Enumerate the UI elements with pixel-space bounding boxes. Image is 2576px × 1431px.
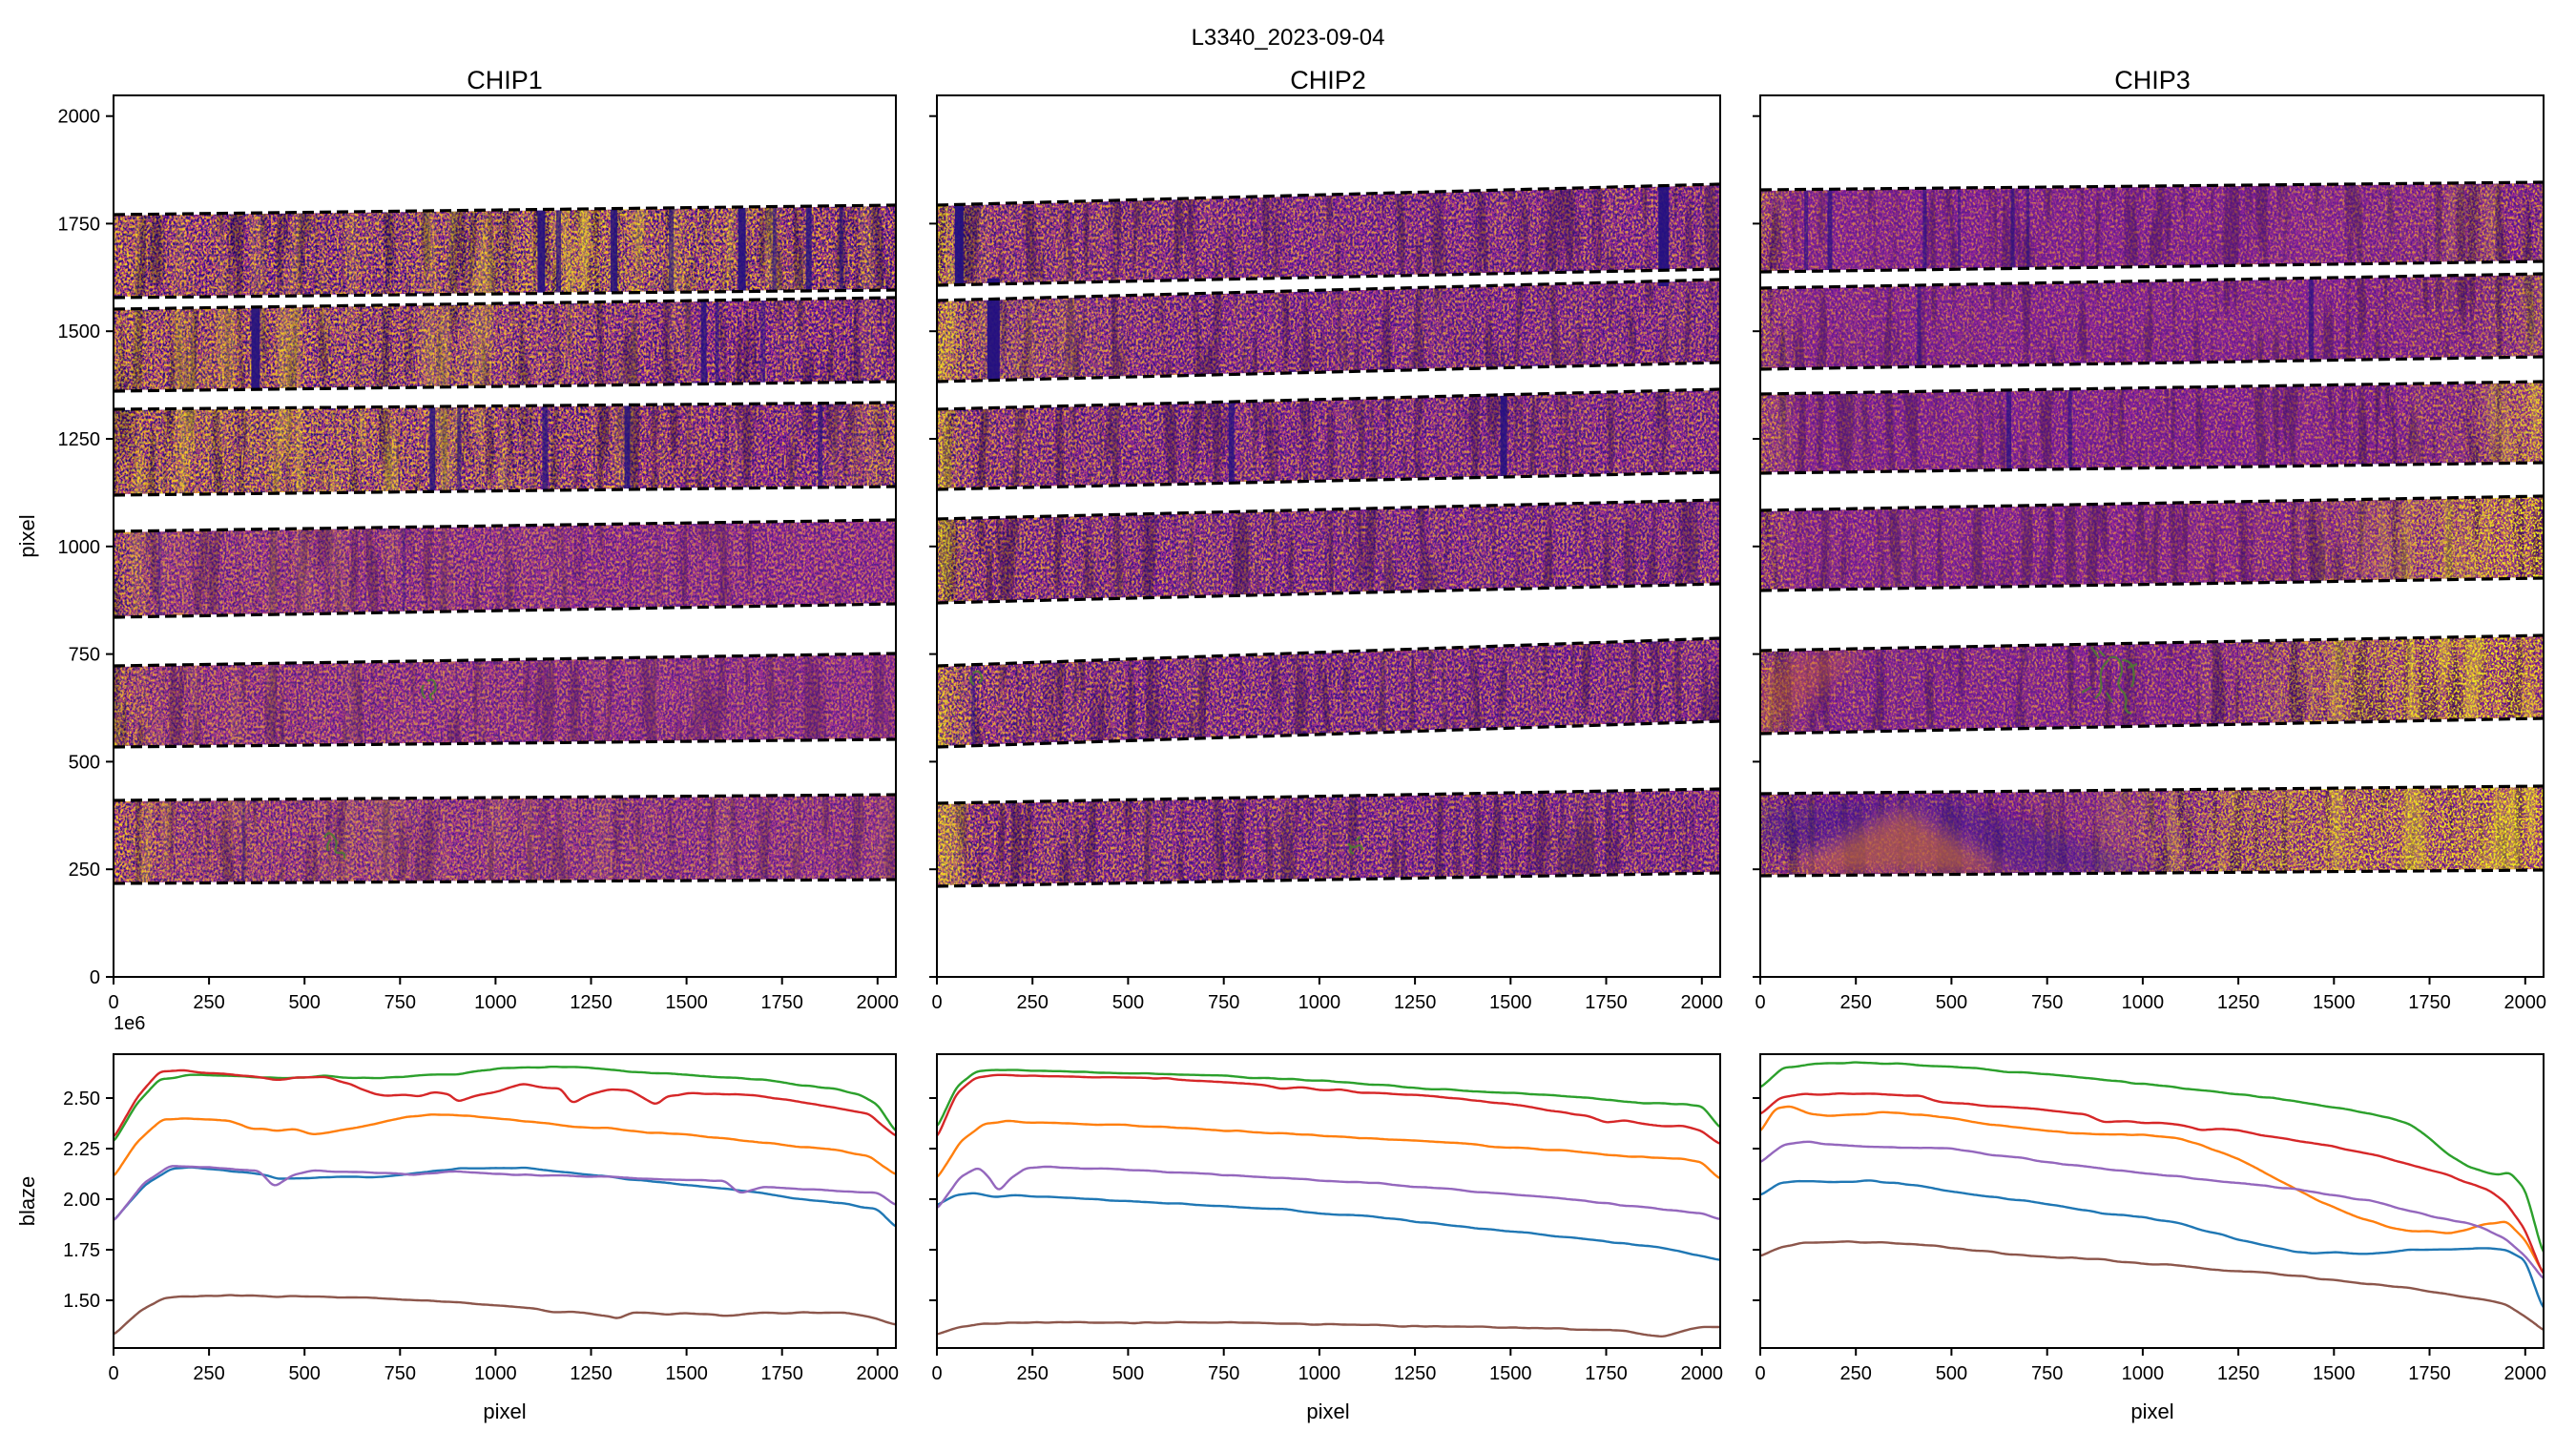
svg-text:2000: 2000 xyxy=(857,1363,900,1384)
svg-text:1000: 1000 xyxy=(1298,1363,1341,1384)
svg-text:pixel: pixel xyxy=(1306,1400,1349,1423)
svg-text:1500: 1500 xyxy=(2313,1363,2356,1384)
svg-text:2.00: 2.00 xyxy=(63,1190,100,1211)
svg-text:1250: 1250 xyxy=(58,429,101,450)
svg-text:1750: 1750 xyxy=(760,1363,803,1384)
svg-text:1750: 1750 xyxy=(2408,992,2451,1013)
svg-text:1.50: 1.50 xyxy=(63,1291,100,1312)
svg-text:2000: 2000 xyxy=(2504,992,2547,1013)
svg-text:250: 250 xyxy=(193,1363,224,1384)
svg-text:CHIP3: CHIP3 xyxy=(2114,66,2191,94)
svg-text:1000: 1000 xyxy=(2122,992,2165,1013)
svg-text:500: 500 xyxy=(1112,1363,1144,1384)
svg-text:750: 750 xyxy=(2031,992,2063,1013)
svg-text:2000: 2000 xyxy=(58,107,101,128)
svg-text:250: 250 xyxy=(1840,992,1872,1013)
svg-text:0: 0 xyxy=(931,992,942,1013)
svg-text:250: 250 xyxy=(193,992,224,1013)
svg-text:0: 0 xyxy=(931,1363,942,1384)
svg-text:blaze: blaze xyxy=(15,1176,39,1227)
svg-text:1e6: 1e6 xyxy=(114,1013,145,1034)
svg-text:1750: 1750 xyxy=(58,214,101,235)
svg-text:750: 750 xyxy=(2031,1363,2063,1384)
svg-text:1000: 1000 xyxy=(474,992,517,1013)
svg-text:L3340_2023-09-04: L3340_2023-09-04 xyxy=(1192,25,1385,51)
svg-text:1750: 1750 xyxy=(2408,1363,2451,1384)
svg-text:2.50: 2.50 xyxy=(63,1089,100,1110)
svg-text:2000: 2000 xyxy=(857,992,900,1013)
svg-text:CHIP2: CHIP2 xyxy=(1290,66,1366,94)
svg-text:2000: 2000 xyxy=(2504,1363,2547,1384)
svg-text:1250: 1250 xyxy=(2217,1363,2260,1384)
svg-text:pixel: pixel xyxy=(483,1400,526,1423)
svg-text:1500: 1500 xyxy=(665,1363,708,1384)
svg-text:pixel: pixel xyxy=(2130,1400,2173,1423)
svg-text:500: 500 xyxy=(1936,1363,1967,1384)
svg-text:1500: 1500 xyxy=(2313,992,2356,1013)
svg-text:0: 0 xyxy=(1755,1363,1765,1384)
svg-text:0: 0 xyxy=(108,992,118,1013)
svg-text:CHIP1: CHIP1 xyxy=(467,66,543,94)
svg-text:1750: 1750 xyxy=(1585,1363,1628,1384)
svg-text:250: 250 xyxy=(1840,1363,1872,1384)
svg-text:0: 0 xyxy=(1755,992,1765,1013)
svg-text:1250: 1250 xyxy=(2217,992,2260,1013)
svg-text:1000: 1000 xyxy=(1298,992,1341,1013)
svg-text:0: 0 xyxy=(108,1363,118,1384)
svg-text:2000: 2000 xyxy=(1681,992,1724,1013)
svg-text:pixel: pixel xyxy=(15,514,39,557)
svg-text:500: 500 xyxy=(289,992,321,1013)
svg-text:250: 250 xyxy=(1017,1363,1049,1384)
svg-text:750: 750 xyxy=(1208,992,1239,1013)
svg-text:750: 750 xyxy=(384,992,416,1013)
svg-text:500: 500 xyxy=(289,1363,321,1384)
svg-text:750: 750 xyxy=(69,645,100,666)
svg-text:1250: 1250 xyxy=(570,992,613,1013)
svg-text:750: 750 xyxy=(384,1363,416,1384)
svg-text:1250: 1250 xyxy=(1394,1363,1437,1384)
svg-text:1750: 1750 xyxy=(760,992,803,1013)
svg-text:1000: 1000 xyxy=(58,537,101,558)
svg-text:250: 250 xyxy=(69,860,100,881)
svg-text:2000: 2000 xyxy=(1681,1363,1724,1384)
svg-text:500: 500 xyxy=(1112,992,1144,1013)
svg-text:2.25: 2.25 xyxy=(63,1139,100,1160)
svg-text:500: 500 xyxy=(1936,992,1967,1013)
svg-text:1250: 1250 xyxy=(570,1363,613,1384)
svg-text:1750: 1750 xyxy=(1585,992,1628,1013)
svg-text:1.75: 1.75 xyxy=(63,1240,100,1261)
svg-text:1250: 1250 xyxy=(1394,992,1437,1013)
svg-text:1500: 1500 xyxy=(58,321,101,342)
svg-text:750: 750 xyxy=(1208,1363,1239,1384)
svg-text:1500: 1500 xyxy=(1489,1363,1532,1384)
svg-text:1000: 1000 xyxy=(2122,1363,2165,1384)
svg-text:1500: 1500 xyxy=(1489,992,1532,1013)
svg-text:1000: 1000 xyxy=(474,1363,517,1384)
svg-text:500: 500 xyxy=(69,752,100,773)
svg-text:0: 0 xyxy=(90,967,100,988)
svg-text:250: 250 xyxy=(1017,992,1049,1013)
svg-text:1500: 1500 xyxy=(665,992,708,1013)
